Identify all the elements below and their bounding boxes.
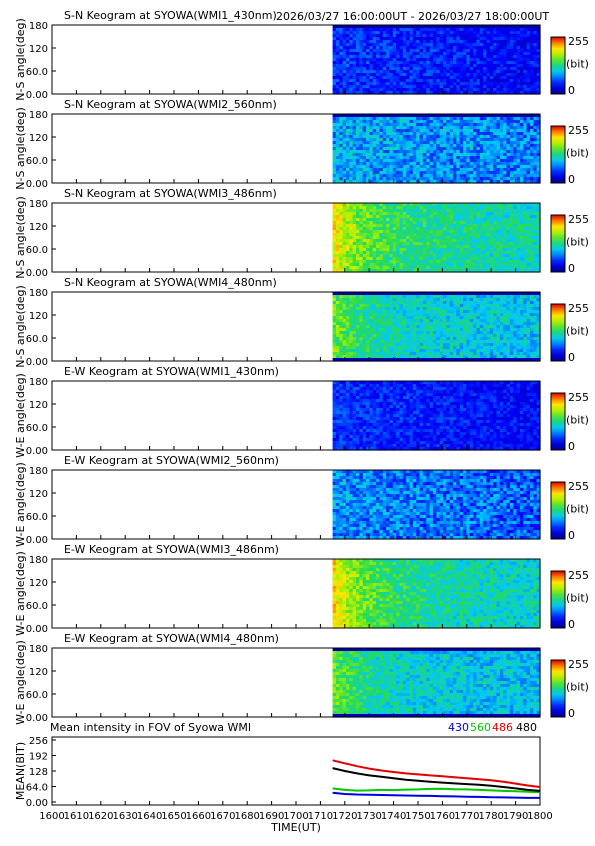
y-tick-label: 60.0 [26,245,48,256]
colorbar-unit-label: (bit) [566,58,589,71]
heatmap-cells [333,25,541,95]
colorbar-unit-label: (bit) [566,147,589,160]
y-tick-label: 120 [29,222,48,233]
y-tick-label: 0.00 [26,268,48,279]
y-tick-label: 0.00 [26,90,48,101]
colorbar [551,126,565,183]
panel-title: S-N Keogram at SYOWA(WMI1_430nm) [64,9,277,22]
panel-title: S-N Keogram at SYOWA(WMI3_486nm) [64,187,277,200]
colorbar-min-label: 0 [568,173,575,186]
y-tick-label: 180 [29,21,48,32]
heatmap-cells [333,114,541,184]
panel-title: S-N Keogram at SYOWA(WMI4_480nm) [64,276,277,289]
y-tick-label: 60.0 [26,156,48,167]
y-tick-label: 0.00 [26,179,48,190]
y-axis-label: N-S angle(deg) [14,107,27,190]
colorbar-max-label: 255 [568,213,589,226]
colorbar-max-label: 255 [568,35,589,48]
time-range-label: 2026/03/27 16:00:00UT - 2026/03/27 18:00… [276,10,549,23]
y-tick-label: 120 [29,44,48,55]
y-axis-label: N-S angle(deg) [14,196,27,279]
y-axis-label: N-S angle(deg) [14,285,27,368]
colorbar-max-label: 255 [568,124,589,137]
heatmap-cells [333,203,541,273]
colorbar-min-label: 0 [568,262,575,275]
colorbar [551,215,565,272]
colorbar-min-label: 0 [568,84,575,97]
colorbar-unit-label: (bit) [566,236,589,249]
heatmap-cells [333,292,541,362]
y-tick-label: 60.0 [26,67,48,78]
panel-title: S-N Keogram at SYOWA(WMI2_560nm) [64,98,277,111]
y-tick-label: 180 [29,199,48,210]
y-tick-label: 180 [29,110,48,121]
y-axis-label: N-S angle(deg) [14,18,27,101]
colorbar [551,37,565,94]
y-tick-label: 120 [29,133,48,144]
